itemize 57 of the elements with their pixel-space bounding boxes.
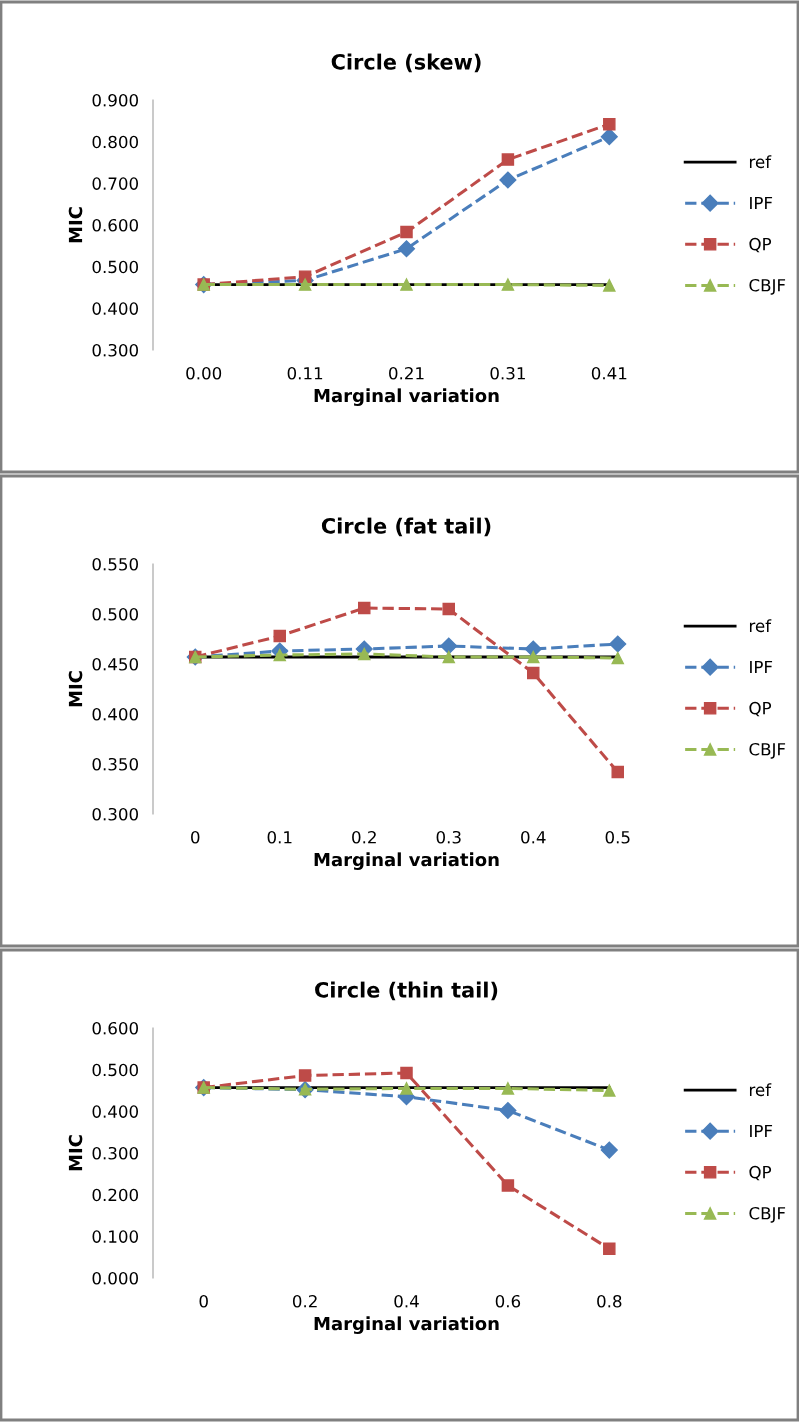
x-tick-label: 0.6 [495, 1294, 521, 1308]
y-tick-label: 0.350 [92, 757, 138, 771]
legend-label: ref [749, 155, 772, 169]
x-tick-label: 0 [191, 830, 200, 844]
y-tick-label: 0.500 [92, 260, 138, 274]
y-tick-label: 0.600 [92, 1021, 138, 1035]
y-tick-label: 0.400 [92, 1105, 138, 1118]
x-tick-label: 0.3 [436, 830, 461, 844]
y-tick-label: 0.200 [92, 1188, 138, 1202]
y-tick-label: 0.500 [92, 607, 138, 621]
x-tick-label: 0 [199, 1294, 208, 1308]
legend-label: CBJF [749, 1206, 786, 1223]
legend-label: IPF [750, 660, 773, 674]
x-tick-label: 0.1 [267, 830, 292, 844]
legend-label: ref [749, 619, 772, 633]
y-tick-label: 0.400 [92, 707, 138, 721]
y-tick-label: 0.500 [92, 1063, 138, 1077]
x-tick-label: 0.5 [605, 830, 630, 844]
y-tick-label: 0.700 [92, 177, 138, 190]
legend-label: ref [749, 1083, 772, 1097]
legend-label: QP [749, 1165, 772, 1181]
y-tick-label: 0.550 [92, 557, 138, 571]
y-axis-title: MIC [68, 1135, 83, 1171]
legend-label: CBJF [749, 278, 786, 295]
legend-label: CBJF [749, 742, 786, 759]
x-axis-title: Marginal variation [314, 1316, 499, 1334]
legend-label: QP [749, 701, 772, 717]
y-tick-label: 0.800 [92, 135, 138, 149]
y-axis-title: MIC [68, 207, 83, 243]
legend-label: IPF [750, 1124, 773, 1138]
y-tick-label: 0.300 [92, 807, 138, 821]
legend-label: QP [749, 237, 772, 253]
x-tick-label: 0.11 [287, 366, 323, 380]
x-tick-label: 0.8 [597, 1294, 622, 1308]
y-tick-label: 0.900 [92, 93, 138, 107]
y-tick-label: 0.400 [92, 302, 138, 315]
x-tick-label: 0.2 [292, 1294, 317, 1308]
x-tick-label: 0.4 [521, 830, 546, 844]
x-tick-label: 0.00 [186, 366, 222, 380]
y-axis-title: MIC [68, 671, 83, 707]
x-axis-title: Marginal variation [314, 388, 499, 406]
x-tick-label: 0.21 [389, 366, 424, 380]
x-tick-label: 0.4 [394, 1294, 419, 1308]
y-tick-label: 0.100 [92, 1230, 138, 1243]
chart-title: Circle (skew) [331, 53, 481, 73]
chart-title: Circle (fat tail) [321, 517, 491, 537]
y-tick-label: 0.450 [92, 657, 138, 671]
y-tick-label: 0.300 [92, 1146, 138, 1160]
x-axis-title: Marginal variation [314, 852, 499, 870]
x-tick-label: 0.2 [352, 830, 376, 844]
x-tick-label: 0.31 [490, 366, 525, 380]
y-tick-label: 0.300 [92, 343, 138, 357]
y-tick-label: 0.600 [92, 218, 138, 232]
x-tick-label: 0.41 [591, 366, 627, 380]
y-tick-label: 0.000 [92, 1271, 138, 1285]
chart-title: Circle (thin tail) [315, 981, 498, 1001]
legend-label: IPF [750, 196, 773, 210]
